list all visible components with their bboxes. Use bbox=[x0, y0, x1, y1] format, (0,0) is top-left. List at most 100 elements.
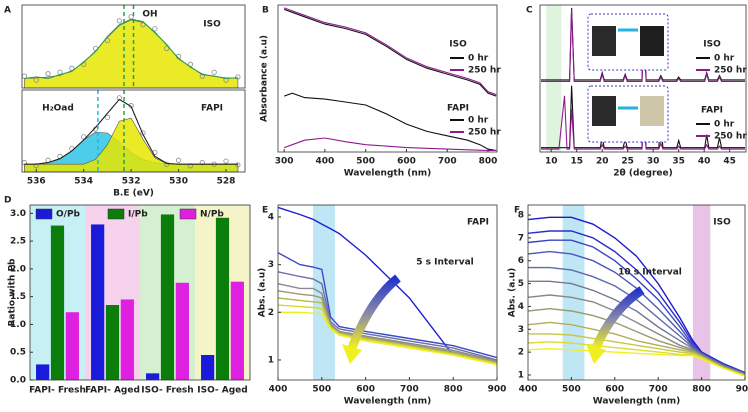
line bbox=[527, 347, 746, 377]
line bbox=[277, 271, 498, 361]
x-tick-label: 600 bbox=[605, 385, 624, 395]
legend-label: I/Pb bbox=[128, 210, 148, 220]
x-tick-label: 500 bbox=[356, 157, 375, 167]
panel: 536 534 532 530 528 B.E (eV) H₂Oad FAPI bbox=[21, 89, 246, 199]
line bbox=[528, 280, 746, 375]
bar bbox=[105, 305, 120, 380]
x-tick-label: 600 bbox=[356, 385, 375, 395]
y-tick-label: 8 bbox=[518, 211, 524, 221]
x-tick-label: 20 bbox=[596, 157, 609, 167]
line bbox=[528, 333, 746, 376]
y-tick-label: 2 bbox=[518, 348, 524, 358]
panel: 400 500 600 700 800 900 1 2 3 4 5 6 7 8 Wavelength (nm… bbox=[508, 204, 748, 407]
y-tick-label: 1.0 bbox=[10, 320, 26, 330]
x-tick-label: 40 bbox=[698, 157, 711, 167]
x-axis-label: Wavelength (nm) bbox=[344, 169, 432, 179]
x-tick-label: 45 bbox=[723, 157, 736, 167]
arrow-head bbox=[342, 344, 362, 364]
x-tick-label: 528 bbox=[217, 177, 236, 187]
trend-arrows bbox=[342, 274, 645, 364]
data-point bbox=[33, 77, 39, 83]
annotation: 5 s Interval bbox=[416, 258, 474, 268]
data-point bbox=[164, 45, 170, 52]
line bbox=[283, 92, 497, 152]
panel: 0 hr 250 hr 0 hr 250 hr 300 400 500 600 700 800 Wa… bbox=[260, 4, 501, 179]
legend-label: 0 hr bbox=[714, 120, 735, 130]
y-tick-label: 1 bbox=[268, 355, 274, 365]
line bbox=[277, 304, 498, 365]
x-tick-label: 534 bbox=[74, 177, 93, 187]
bar bbox=[120, 299, 134, 380]
data-point bbox=[211, 69, 217, 75]
annotation: ISO bbox=[703, 40, 721, 50]
data-point bbox=[175, 157, 182, 163]
data-point bbox=[104, 114, 111, 120]
legend-label: 250 hr bbox=[468, 66, 501, 76]
bar bbox=[215, 217, 230, 380]
x-tick-label: 15 bbox=[570, 157, 583, 167]
data-point bbox=[235, 74, 241, 80]
data-point bbox=[33, 163, 39, 169]
annotation: FAPI bbox=[467, 218, 489, 228]
annotation: ISO bbox=[203, 20, 221, 30]
band bbox=[546, 5, 562, 152]
data-point bbox=[116, 18, 122, 24]
line bbox=[277, 290, 498, 363]
annotation: FAPI bbox=[701, 106, 723, 116]
photo bbox=[592, 26, 616, 56]
y-tick-label: 3.0 bbox=[10, 209, 26, 219]
annotation: 10 s Interval bbox=[618, 268, 682, 278]
line bbox=[527, 230, 746, 374]
x-tick-label: 700 bbox=[438, 157, 457, 167]
bar bbox=[160, 214, 175, 380]
annotation: FAPI bbox=[201, 104, 223, 114]
x-tick-label: 500 bbox=[562, 385, 581, 395]
y-axis-label: Abs. (a.u) bbox=[508, 268, 518, 317]
y-tick-label: 3 bbox=[518, 325, 524, 335]
line bbox=[283, 7, 497, 96]
y-tick-label: 7 bbox=[518, 233, 524, 243]
legend-label: 250 hr bbox=[468, 128, 501, 138]
photo bbox=[640, 96, 664, 126]
x-tick-label: 900 bbox=[488, 385, 507, 395]
bar bbox=[65, 312, 79, 380]
plot-frame bbox=[277, 4, 498, 153]
annotation: OH bbox=[142, 10, 157, 20]
bar bbox=[50, 225, 65, 380]
x-axis-label: Wavelength (nm) bbox=[593, 397, 681, 407]
legend-label: 250 hr bbox=[714, 66, 747, 76]
line bbox=[277, 252, 498, 359]
panel-letter: F bbox=[514, 206, 520, 216]
panel-letter: A bbox=[4, 6, 11, 16]
x-tick-label: 300 bbox=[275, 157, 294, 167]
data-point bbox=[223, 158, 229, 164]
panel: 400 500 600 700 800 900 1 2 3 4 Wavelength (nm) Abs… bbox=[258, 204, 507, 407]
data-point bbox=[235, 162, 241, 168]
x-tick-label: 400 bbox=[269, 385, 288, 395]
line bbox=[277, 283, 498, 362]
annotation: FAPI bbox=[447, 104, 469, 114]
annotation: ISO bbox=[713, 218, 731, 228]
plot-frame bbox=[277, 204, 498, 381]
annotation: H₂Oad bbox=[42, 104, 74, 114]
y-tick-label: 2.5 bbox=[10, 237, 26, 247]
x-tick-label: 800 bbox=[479, 157, 498, 167]
x-tick-label: 35 bbox=[672, 157, 685, 167]
trend-arrow bbox=[347, 274, 401, 350]
bar bbox=[91, 224, 105, 380]
line bbox=[527, 341, 746, 377]
data-point bbox=[187, 163, 194, 169]
x-tick-label: 700 bbox=[400, 385, 419, 395]
x-axis-label: B.E (eV) bbox=[113, 189, 154, 199]
plot-frame bbox=[21, 4, 246, 89]
y-tick-label: 3 bbox=[268, 260, 274, 270]
bar bbox=[175, 282, 189, 380]
panel-letter: E bbox=[262, 206, 268, 216]
x-tick-label: 800 bbox=[692, 385, 711, 395]
data-point bbox=[152, 26, 158, 32]
legend-label: 0 hr bbox=[468, 54, 489, 64]
line bbox=[24, 18, 238, 80]
legend-label: 0 hr bbox=[714, 54, 735, 64]
data-point bbox=[104, 37, 111, 44]
x-tick-label: 700 bbox=[649, 385, 668, 395]
